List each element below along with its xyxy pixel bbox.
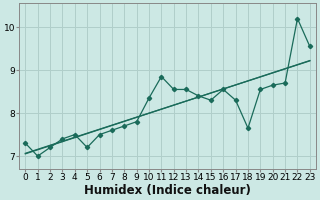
X-axis label: Humidex (Indice chaleur): Humidex (Indice chaleur) <box>84 184 251 197</box>
